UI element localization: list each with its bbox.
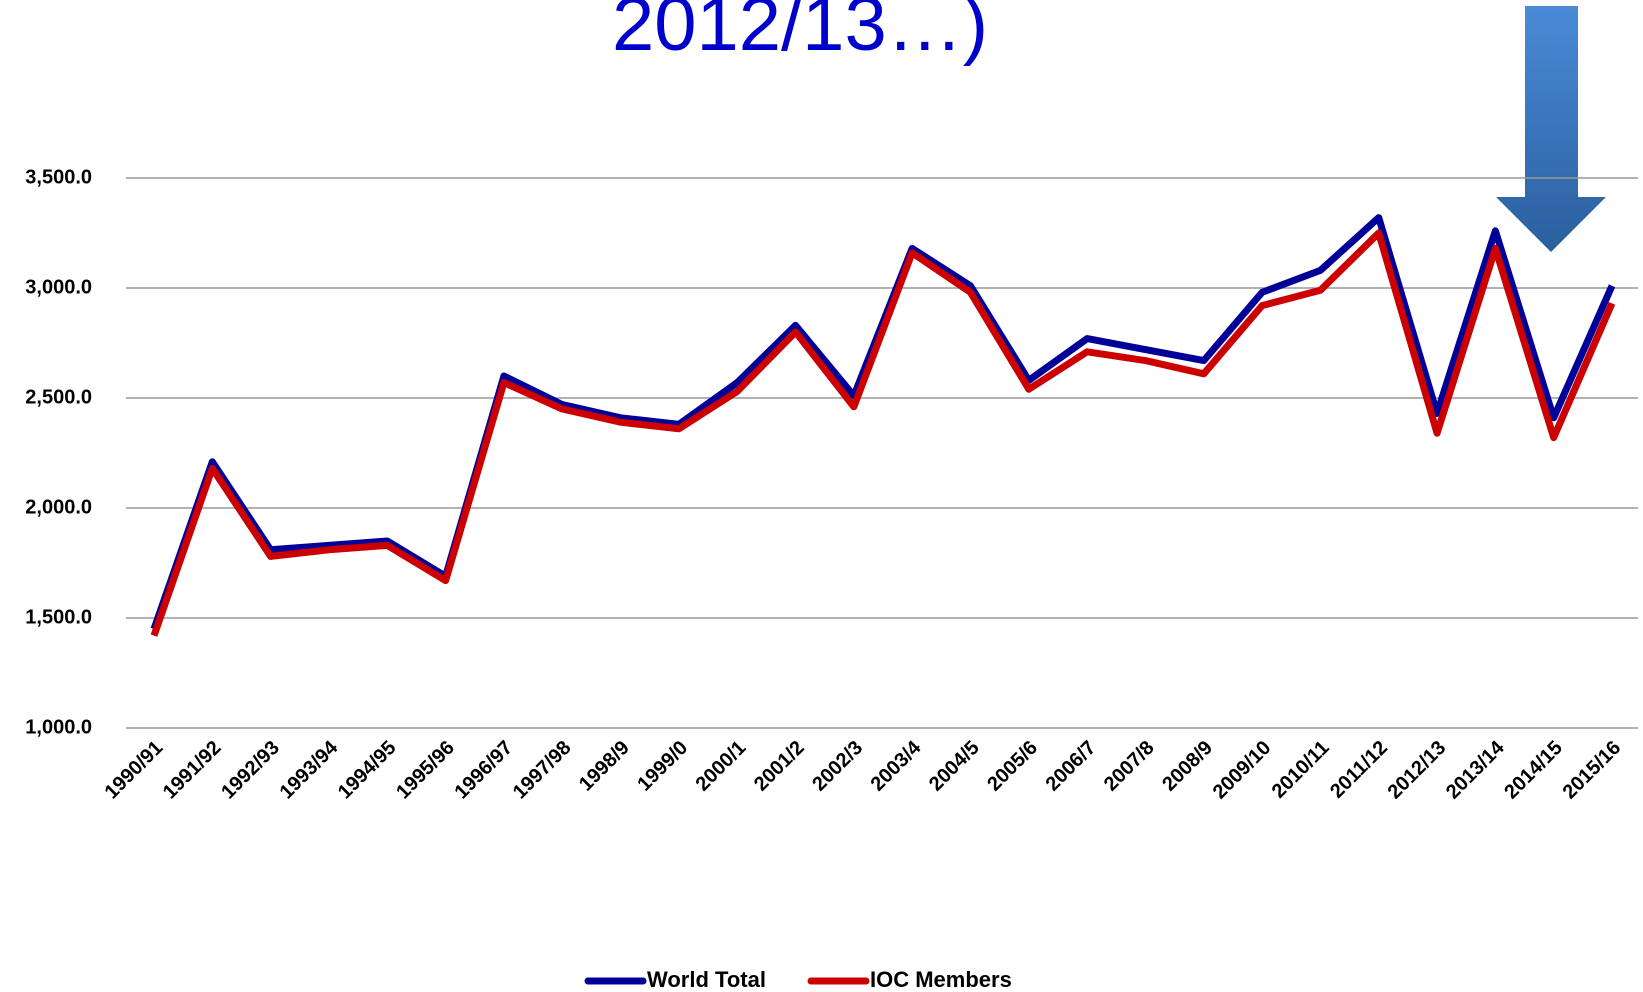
y-tick-label: 2,500.0 — [25, 386, 92, 408]
x-tick-label: 2007/8 — [1100, 737, 1159, 796]
y-tick-label: 3,000.0 — [25, 276, 92, 298]
x-tick-label: 1999/0 — [633, 737, 692, 796]
series-line — [150, 229, 1616, 637]
x-tick-label: 1995/96 — [392, 737, 459, 804]
x-tick-label: 2005/6 — [983, 737, 1042, 796]
x-tick-label: 2015/16 — [1559, 737, 1626, 804]
y-tick-label: 2,000.0 — [25, 496, 92, 518]
x-tick-label: 1997/98 — [509, 737, 576, 804]
x-tick-label: 2009/10 — [1209, 737, 1276, 804]
x-tick-label: 2003/4 — [867, 736, 926, 795]
arrow — [1496, 6, 1606, 252]
x-tick-label: 2012/13 — [1384, 737, 1451, 804]
chart-title: 2012/13…) — [612, 0, 988, 67]
x-tick-label: 1996/97 — [451, 737, 518, 804]
x-tick-label: 2004/5 — [925, 737, 984, 796]
x-tick-label: 2002/3 — [808, 737, 867, 796]
legend-label: IOC Members — [870, 967, 1012, 992]
x-tick-label: 2010/11 — [1268, 737, 1334, 803]
x-tick-label: 1991/92 — [159, 737, 226, 804]
x-tick-label: 1998/9 — [575, 737, 634, 796]
x-tick-label: 1992/93 — [217, 737, 284, 804]
x-tick-label: 1994/95 — [334, 737, 401, 804]
x-tick-label: 2008/9 — [1158, 737, 1217, 796]
y-tick-label: 3,500.0 — [25, 166, 92, 188]
y-tick-label: 1,000.0 — [25, 716, 92, 738]
x-tick-label: 2000/1 — [692, 737, 751, 796]
x-tick-label: 2006/7 — [1042, 737, 1101, 796]
x-tick-label: 2013/14 — [1442, 736, 1509, 803]
x-tick-label: 2001/2 — [750, 737, 809, 796]
legend-label: World Total — [647, 967, 766, 992]
x-tick-label: 2014/15 — [1500, 737, 1567, 804]
x-tick-label: 1993/94 — [276, 736, 343, 803]
x-tick-label: 2011/12 — [1326, 737, 1392, 803]
x-tick-label: 1990/91 — [101, 737, 168, 804]
y-tick-label: 1,500.0 — [25, 606, 92, 628]
